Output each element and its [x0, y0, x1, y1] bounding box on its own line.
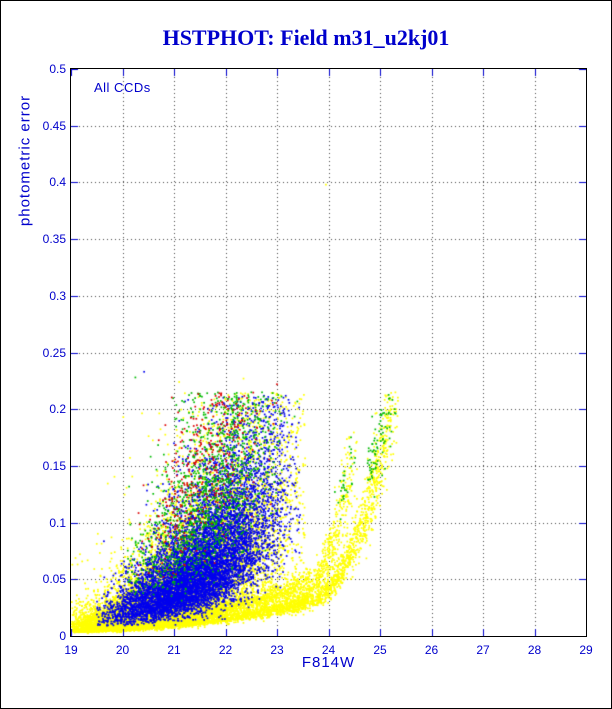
x-tick-label: 22	[218, 643, 233, 657]
y-tick-label: 0.5	[49, 62, 66, 76]
y-tick-label: 0	[59, 629, 66, 643]
y-tick-label: 0.35	[42, 232, 66, 247]
x-tick-label: 25	[373, 643, 387, 657]
y-tick-label: 0.05	[42, 572, 66, 587]
x-tick-label: 19	[64, 643, 78, 657]
plot-canvas	[71, 69, 586, 636]
x-tick-label: 24	[321, 643, 336, 657]
y-tick-label: 0.25	[42, 345, 66, 360]
x-tick-label: 21	[167, 643, 181, 657]
y-tick-label: 0.4	[49, 175, 66, 190]
x-tick-label: 26	[424, 643, 439, 657]
y-tick-label: 0.15	[42, 458, 66, 473]
plot-frame	[70, 68, 587, 637]
y-tick-label: 0.45	[42, 118, 66, 133]
y-tick-label: 0.1	[49, 515, 66, 530]
x-tick-label: 28	[527, 643, 542, 657]
x-tick-label: 29	[579, 643, 593, 657]
page-title: HSTPHOT: Field m31_u2kj01	[162, 25, 450, 50]
ccd-annotation: All CCDs	[94, 80, 151, 95]
y-tick-label: 0.2	[49, 402, 66, 417]
x-axis-title: F814W	[301, 654, 356, 671]
y-tick-label: 0.3	[49, 288, 66, 303]
x-tick-label: 23	[270, 643, 284, 657]
x-tick-label: 20	[115, 643, 130, 657]
x-tick-label: 27	[476, 643, 490, 657]
y-axis-title: photometric error	[16, 94, 34, 227]
